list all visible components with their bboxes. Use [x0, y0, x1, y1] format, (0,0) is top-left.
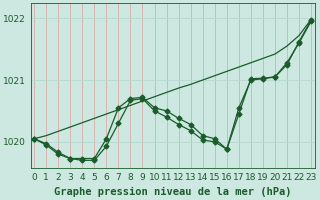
- X-axis label: Graphe pression niveau de la mer (hPa): Graphe pression niveau de la mer (hPa): [54, 187, 291, 197]
